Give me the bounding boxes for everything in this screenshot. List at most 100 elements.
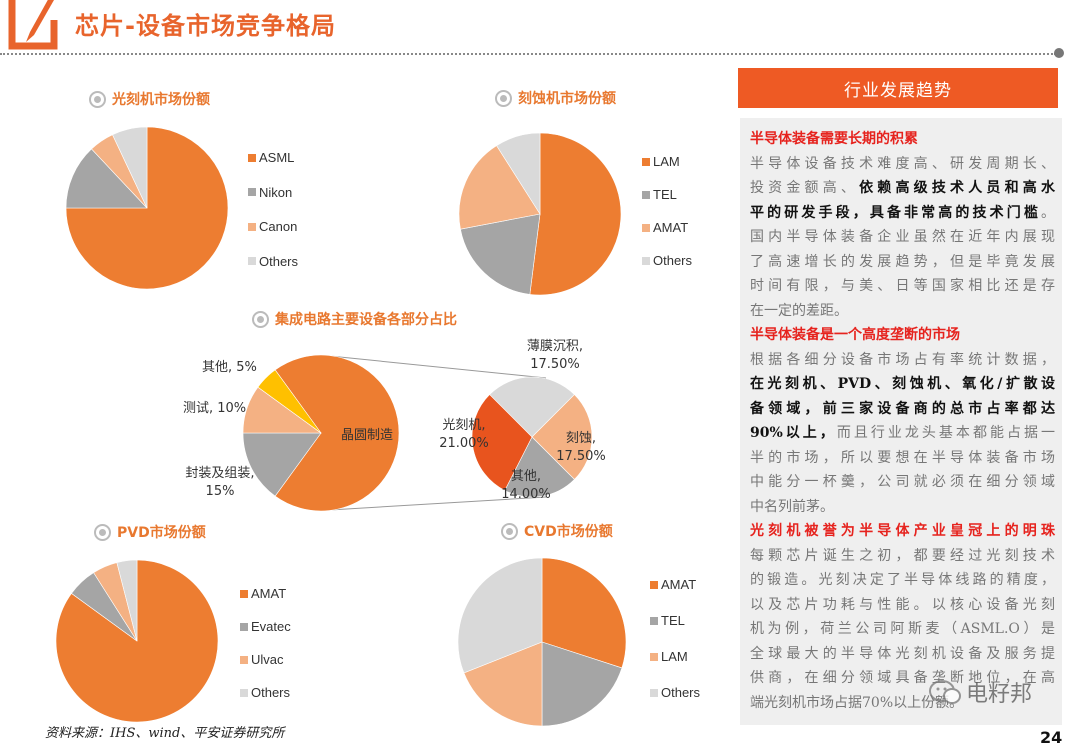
chart-title: 刻蚀机市场份额: [518, 91, 616, 107]
legend-item: AMAT: [240, 586, 286, 601]
trend-line: 投资金额高、依赖高级技术人员和高水: [750, 178, 1055, 198]
trend-text: 。: [1041, 204, 1055, 221]
trend-line: 光刻机被誉为半导体产业皇冠上的明珠: [750, 521, 1055, 541]
trend-line: 供商，在细分领域具备垄断地位，在高: [750, 668, 1055, 688]
legend-item: Others: [248, 254, 298, 269]
legend-item: LAM: [650, 649, 688, 664]
trend-text: 供商，在细分领域具备垄断地位，在高: [750, 670, 1055, 686]
section-title-pvd: PVD市场份额: [94, 522, 206, 542]
trend-text: 时间有限，与美、日等国家相比还是存: [750, 278, 1055, 294]
etch-slice-tel: [460, 213, 541, 295]
legend-label: AMAT: [251, 586, 287, 601]
label-lithography: 光刻机, 21.00%: [439, 418, 489, 451]
trend-subheading: 光刻机被誉为半导体产业皇冠上的明珠: [750, 523, 1055, 539]
label-test: 测试, 10%: [183, 401, 247, 416]
trend-text: 国内半导体装备企业虽然在近年内展现: [750, 229, 1055, 245]
cvd-slice-tel: [541, 641, 623, 727]
legend-label: Others: [653, 253, 693, 268]
legend-swatch: [240, 589, 248, 598]
ic-slice-wafer: [274, 354, 400, 512]
legend-label: Nikon: [259, 184, 293, 200]
trend-line: 半的市场，所以要想在半导体装备市场: [750, 448, 1055, 468]
trend-text: 了高速增长的发展趋势，但是毕竟发展: [750, 253, 1055, 270]
cvd-slice-others: [457, 557, 543, 674]
trend-text: 半导体设备技术难度高、研发周期长、: [750, 155, 1055, 172]
trend-text: 全球最大的半导体光刻机设备及服务提: [750, 645, 1055, 662]
legend-label: Canon: [259, 219, 298, 234]
legend-swatch: [650, 616, 658, 625]
etch-slice-lam: [529, 132, 622, 296]
trend-text: 机为例，荷兰公司阿斯麦（ASML.O）是: [750, 621, 1055, 637]
trend-text: 端光刻机市场占据70%以上份额。: [750, 694, 964, 711]
source-note: 资料来源：IHS、wind、平安证券研究所: [45, 726, 285, 741]
trend-panel: 半导体装备需要长期的积累 半导体设备技术难度高、研发周期长、 投资金额高、依赖高级技…: [740, 118, 1062, 725]
header-icon: [8, 0, 58, 50]
trend-text: 投资金额高、: [750, 180, 860, 196]
pencil-square-icon: [8, 0, 58, 50]
radio-bullet-icon: [495, 89, 512, 107]
dotted-divider: [0, 53, 1056, 55]
legend-swatch: [248, 188, 256, 196]
trend-text: 而且行业龙头基本都能占据一: [836, 425, 1055, 441]
section-title-etch: 刻蚀机市场份额: [495, 88, 616, 108]
trend-line: 平的研发手段，具备非常高的技术门槛。: [750, 203, 1055, 223]
trend-line: 根据各细分设备市场占有率统计数据，: [750, 350, 1055, 370]
trend-line: 时间有限，与美、日等国家相比还是存: [750, 276, 1055, 296]
trend-line: 在光刻机、PVD、刻蚀机、氧化/扩散设: [750, 374, 1055, 394]
legend-item: AMAT: [642, 220, 688, 235]
trend-line: 全球最大的半导体光刻机设备及服务提: [750, 644, 1055, 664]
trend-line: 国内半导体装备企业虽然在近年内展现: [750, 227, 1055, 247]
legend-label: ASML: [259, 150, 295, 165]
legend-swatch: [248, 222, 256, 231]
legend-item: Canon: [248, 219, 297, 234]
trend-text: 中名列前茅。: [750, 498, 834, 515]
legend-swatch: [248, 153, 256, 162]
ic-slice-packaging: [242, 432, 322, 497]
legend-item: ASML: [248, 150, 294, 165]
trend-heading: 行业发展趋势: [738, 68, 1058, 108]
legend-label: AMAT: [661, 577, 697, 592]
trend-line: 半导体装备是一个高度垄断的市场: [750, 325, 1055, 345]
trend-text: 的锻造。光刻决定了半导体线路的精度，: [750, 572, 1055, 588]
legend-item: LAM: [642, 154, 680, 169]
chart-title: PVD市场份额: [117, 525, 206, 541]
legend-item: TEL: [650, 613, 685, 628]
chart-title: 光刻机市场份额: [112, 92, 210, 108]
trend-line: 端光刻机市场占据70%以上份额。: [750, 693, 1055, 713]
legend-swatch: [248, 257, 256, 265]
legend-swatch: [240, 655, 248, 664]
legend-label: Ulvac: [251, 652, 284, 667]
radio-bullet-icon: [94, 523, 111, 541]
legend-label: Others: [661, 685, 701, 700]
ic-slice-other: [257, 369, 322, 434]
trend-text: 90%以上，: [750, 425, 837, 441]
page-title: 芯片-设备市场竞争格局: [75, 12, 336, 40]
legend-item: Others: [240, 685, 290, 700]
watermark-text: 电籽邦: [966, 682, 1033, 707]
section-title-cvd: CVD市场份额: [501, 521, 613, 541]
trend-text: 根据各细分设备市场占有率统计数据，: [750, 351, 1055, 368]
legend-label: TEL: [661, 613, 685, 628]
legend-label: LAM: [661, 649, 688, 664]
trend-text: 半的市场，所以要想在半导体装备市场: [750, 449, 1055, 466]
etch-slice-amat: [458, 145, 541, 230]
trend-line: 在一定的差距。: [750, 301, 1055, 321]
label-breakout-other: 其他, 14.00%: [501, 469, 551, 502]
pvd-slice-others: [116, 559, 138, 642]
trend-line: 的锻造。光刻决定了半导体线路的精度，: [750, 570, 1055, 590]
legend-swatch: [642, 190, 650, 199]
legend-swatch: [650, 688, 658, 697]
legend-item: Evatec: [240, 619, 291, 634]
trend-text: 中能分一杯羹，公司就必须在细分领域: [750, 474, 1055, 490]
legend-swatch: [642, 157, 650, 166]
legend-item: Others: [650, 685, 700, 700]
breakout-slice-lithography: [471, 394, 533, 491]
legend-item: TEL: [642, 187, 677, 202]
legend-label: TEL: [653, 187, 677, 202]
legend-item: AMAT: [650, 577, 696, 592]
breakout-slice-deposition: [489, 376, 575, 438]
trend-text: 在一定的差距。: [750, 302, 848, 319]
label-etch: 刻蚀, 17.50%: [556, 431, 606, 464]
legend-swatch: [642, 223, 650, 232]
label-deposition: 薄膜沉积, 17.50%: [526, 339, 584, 372]
